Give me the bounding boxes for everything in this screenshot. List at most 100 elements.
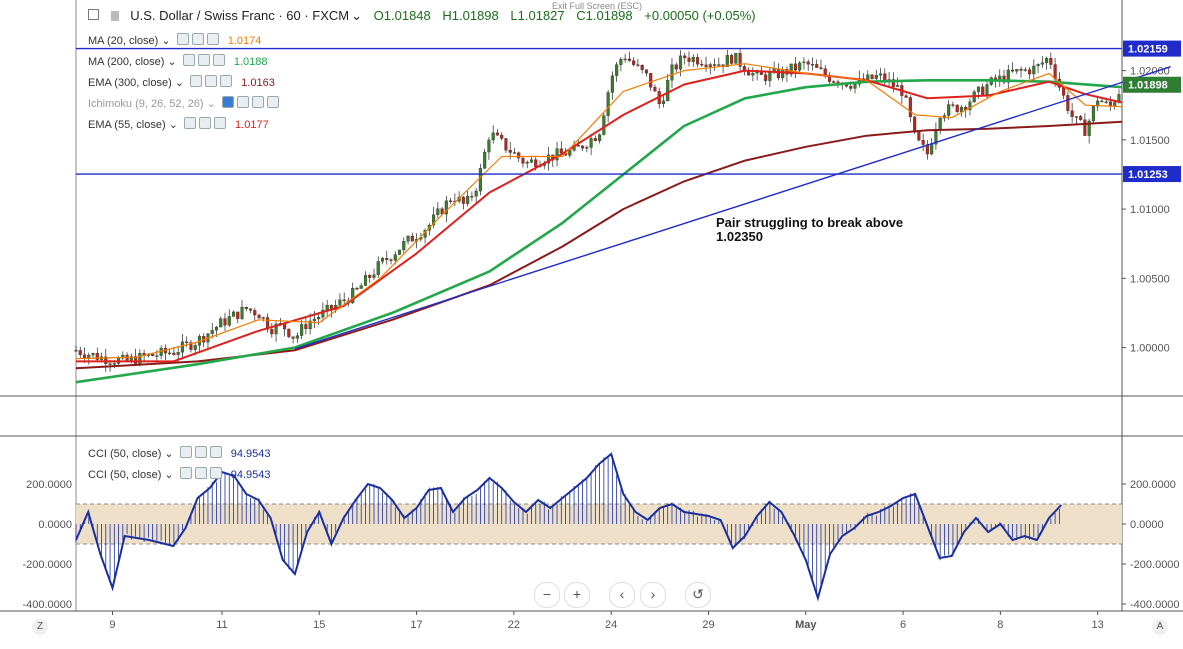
visibility-icon[interactable] [179,467,192,479]
price-tick-label: 1.02000 [1130,66,1170,78]
zoom-out-button[interactable]: − [534,582,560,608]
close-icon[interactable] [209,446,222,458]
close-icon[interactable] [266,96,279,108]
candle-body [397,249,402,255]
settings-icon[interactable] [236,96,249,108]
candle-body [666,80,670,102]
zoom-in-button[interactable]: + [564,582,590,608]
chevron-down-icon[interactable]: ⌄ [168,119,178,131]
candle-body [1083,119,1087,136]
visibility-icon[interactable] [182,54,195,66]
indicator-legend-ema300[interactable]: EMA (300, close) ⌄ 1.0163 [88,75,275,89]
ema300-line [75,120,1123,370]
candle-body [776,68,780,79]
candle-body [802,61,806,64]
candle-body [112,363,116,365]
candle-body [338,299,342,306]
candle-body [406,235,410,242]
indicator-legend-ma20[interactable]: MA (20, close) ⌄ 1.0174 [88,33,261,47]
close-icon[interactable] [209,467,222,479]
candle-body [870,74,874,79]
visibility-icon[interactable] [183,117,196,129]
visibility-icon[interactable] [176,33,189,45]
collapse-icon[interactable] [88,9,99,20]
indicator-label: MA (20, close) [88,35,159,47]
visibility-icon[interactable] [221,96,234,108]
indicator-legend-ichimoku[interactable]: Ichimoku (9, 26, 52, 26) ⌄ [88,96,279,110]
indicator-legend-ema55[interactable]: EMA (55, close) ⌄ 1.0177 [88,117,269,131]
settings-icon[interactable] [198,117,211,129]
candle-body [359,285,363,289]
candle-body [640,65,644,70]
candle-body [512,152,517,154]
candle-body [917,132,921,141]
candle-body [193,345,197,350]
chevron-down-icon[interactable]: ⌄ [351,8,363,23]
candle-body [129,356,133,361]
candle-body [1002,75,1006,83]
candle-body [913,116,917,133]
time-tick-label: 9 [109,619,115,631]
candle-body [1079,116,1083,120]
settings-icon[interactable] [194,467,207,479]
candle-body [274,323,278,335]
candle-body [210,330,214,334]
candle-body [363,275,368,286]
ma200-line [75,79,1123,384]
cci-legend-2[interactable]: CCI (50, close) ⌄ 94.9543 [88,467,271,481]
chevron-down-icon[interactable]: ⌄ [174,77,185,89]
settings-icon[interactable] [191,33,204,45]
cci-tick-label-left: -400.0000 [22,599,72,611]
candle-body [491,132,495,141]
indicator-legend-ma200[interactable]: MA (200, close) ⌄ 1.0188 [88,54,267,68]
close-icon[interactable] [213,117,226,129]
close-icon[interactable] [206,33,219,45]
candle-body [606,92,610,116]
time-tick-label: 6 [900,619,906,631]
chevron-down-icon[interactable]: ⌄ [161,35,171,47]
candle-body [981,86,985,95]
settings-icon[interactable] [197,54,210,66]
auto-scale-button[interactable]: A [1152,619,1168,635]
candle-body [474,190,478,197]
indicator-value: 1.0174 [227,35,262,47]
visibility-icon[interactable] [190,75,203,87]
visibility-icon[interactable] [179,446,192,458]
scroll-back-button[interactable]: ‹ [609,582,635,608]
candle-body [879,73,883,76]
settings-icon[interactable] [205,75,218,87]
candle-body [725,55,729,68]
chevron-down-icon[interactable]: ⌄ [206,98,216,110]
chevron-down-icon[interactable]: ⌄ [164,469,174,481]
chevron-down-icon[interactable]: ⌄ [164,448,174,460]
settings-icon[interactable] [194,446,207,458]
candle-body [138,352,142,365]
candle-body [342,299,346,301]
candle-body [623,58,627,61]
candle-body [1028,69,1032,75]
candle-body [155,355,159,357]
candle-body [730,55,734,64]
candle-body [1100,100,1104,103]
close-icon[interactable] [212,54,225,66]
timezone-button[interactable]: Z [32,619,48,635]
symbol-title[interactable]: U.S. Dollar / Swiss Franc · 60 · FXCM [130,8,350,23]
close-icon[interactable] [220,75,233,87]
indicator-label: CCI (50, close) [88,469,162,481]
candle-body [470,195,474,198]
candle-body [874,75,878,79]
candle-body [295,335,299,339]
price-label-text: 1.02159 [1128,44,1168,56]
candle-body [236,311,240,319]
cci-legend-1[interactable]: CCI (50, close) ⌄ 94.9543 [88,446,271,460]
source-icon[interactable] [251,96,264,108]
reset-chart-button[interactable]: ↺ [685,582,711,608]
price-tick-label: 1.01000 [1130,204,1170,216]
scroll-forward-button[interactable]: › [640,582,666,608]
exit-fullscreen-hint[interactable]: Exit Full Screen (ESC) [552,1,643,11]
chevron-down-icon[interactable]: ⌄ [167,56,177,68]
candle-body [389,259,393,261]
candle-body [508,149,512,153]
